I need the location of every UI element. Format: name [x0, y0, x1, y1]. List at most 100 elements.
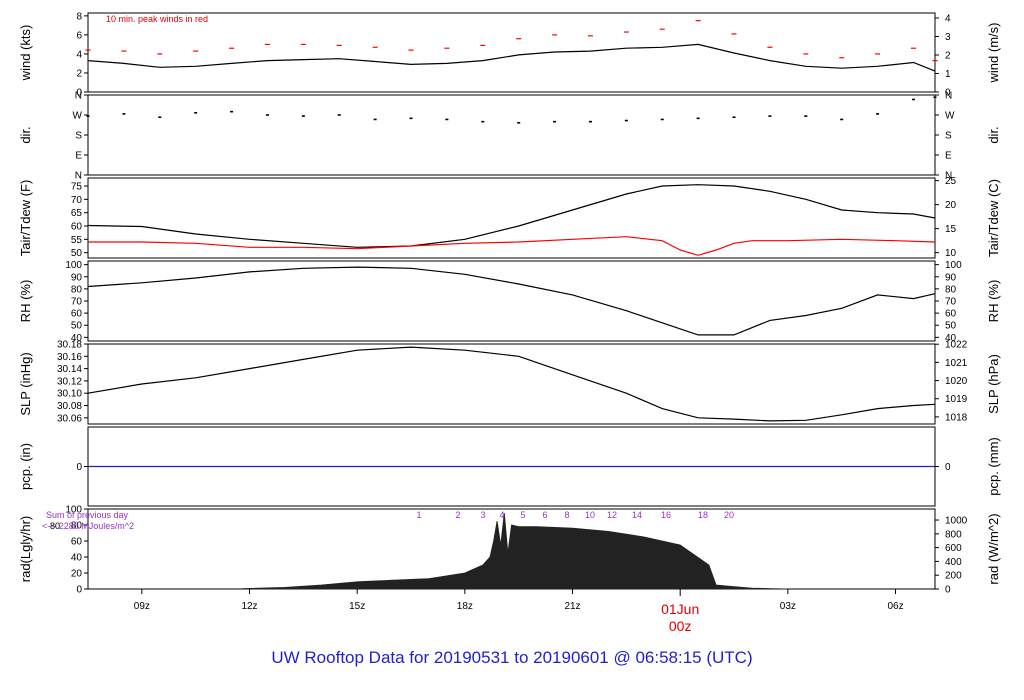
slp-ytick-label-right: 1022 — [945, 340, 968, 351]
rad-ytick-label-right: 600 — [945, 543, 962, 554]
dir-point — [911, 98, 915, 101]
dir-ytick-label-right: W — [945, 111, 955, 122]
rad-ytick-label-right: 200 — [945, 571, 962, 582]
dir-point — [86, 115, 90, 117]
rh-ylabel-right: RH (%) — [986, 280, 1001, 323]
dir-point — [933, 96, 937, 99]
dir-ylabel-left: dir. — [18, 126, 33, 143]
x-tick-label: 21z — [564, 601, 580, 612]
wind-ytick-label-right: 2 — [945, 50, 951, 61]
rad-hour-label: 6 — [542, 510, 547, 520]
x-tick-label: 15z — [349, 601, 365, 612]
temp-ylabel-right: Tair/Tdew (C) — [986, 179, 1001, 257]
rad-ytick-label-right: 400 — [945, 557, 962, 568]
dir-point — [517, 121, 521, 124]
rh-ylabel-left: RH (%) — [18, 280, 33, 323]
slp-ytick-label-left: 30.16 — [57, 352, 82, 363]
rh-ytick-label-right: 100 — [945, 260, 962, 271]
dir-point — [553, 120, 557, 123]
slp-ytick-label-left: 30.14 — [57, 364, 82, 375]
rad-ytick-label-left: 100 — [65, 505, 82, 516]
pcp-ylabel-right: pcp. (mm) — [986, 437, 1001, 496]
rad-ytick-label-left: 80 — [71, 521, 83, 532]
temp-ytick-label-left: 50 — [71, 248, 83, 259]
rh-ytick-label-right: 40 — [945, 333, 957, 344]
temp-ytick-label-left: 55 — [71, 235, 83, 246]
wind-ytick-label-left: 6 — [76, 30, 82, 41]
x-tick-label: 06z — [887, 601, 903, 612]
dir-point — [660, 118, 664, 121]
temp-series-line-0 — [87, 184, 936, 248]
temp-ytick-label-left: 60 — [71, 222, 83, 233]
dir-point — [230, 110, 234, 113]
dir-point — [265, 114, 269, 116]
x-tick-label: 18z — [457, 601, 473, 612]
dir-point — [122, 113, 126, 115]
rad-hour-label: 1 — [416, 510, 421, 520]
rh-ytick-label-right: 70 — [945, 297, 957, 308]
dir-point — [337, 114, 341, 116]
dir-ytick-label-right: S — [945, 131, 952, 142]
dir-point — [481, 120, 485, 123]
dir-panel-frame — [87, 94, 936, 176]
pcp-ytick-label-right: 0 — [945, 462, 951, 473]
chart-title: UW Rooftop Data for 20190531 to 20190601… — [271, 648, 753, 667]
wind-ytick-label-left: 4 — [76, 49, 82, 60]
rh-series-line-0 — [87, 266, 936, 336]
temp-ytick-label-left: 75 — [71, 182, 83, 193]
date-marker-date: 01Jun — [661, 601, 699, 617]
rh-panel-frame — [87, 260, 936, 342]
rad-area-series — [241, 512, 788, 590]
wind-ytick-label-right: 3 — [945, 32, 951, 43]
slp-ylabel-left: SLP (inHg) — [18, 352, 33, 415]
slp-ytick-label-right: 1019 — [945, 394, 968, 405]
rh-ytick-label-left: 100 — [65, 260, 82, 271]
rad-hour-label: 5 — [520, 510, 525, 520]
dir-ytick-label-left: N — [75, 91, 82, 102]
rad-hour-label: 3 — [480, 510, 485, 520]
slp-ytick-label-right: 1018 — [945, 412, 968, 423]
slp-ylabel-right: SLP (hPa) — [986, 354, 1001, 414]
slp-ytick-label-left: 30.08 — [57, 401, 82, 412]
rad-ytick-label-left: 40 — [71, 553, 83, 564]
wind-panel-frame — [87, 12, 936, 93]
rad-ytick-label-left: 0 — [76, 585, 82, 596]
dir-ytick-label-left: E — [75, 151, 82, 162]
wind-ylabel-right: wind (m/s) — [986, 23, 1001, 84]
temp-ytick-label-right: 10 — [945, 248, 957, 259]
wind-ytick-label-left: 2 — [76, 68, 82, 79]
slp-panel-frame — [87, 343, 936, 425]
rh-ytick-label-left: 60 — [71, 309, 83, 320]
rad-ytick-overlap-80: 80 — [50, 521, 60, 531]
dir-point — [840, 118, 844, 121]
pcp-ytick-label-left: 0 — [76, 462, 82, 473]
dir-ytick-label-right: E — [945, 151, 952, 162]
dir-point — [732, 116, 736, 119]
slp-ytick-label-left: 30.10 — [57, 389, 82, 400]
rad-legend-line-2: <--- 2280 MJoules/m^2 — [42, 521, 134, 531]
rad-ytick-label-right: 1000 — [945, 516, 968, 527]
wind-ylabel-left: wind (kts) — [18, 25, 33, 82]
slp-ytick-label-left: 30.18 — [57, 340, 82, 351]
x-tick-label: 09z — [134, 601, 150, 612]
dir-point — [158, 116, 162, 119]
rad-hour-label: 14 — [632, 510, 642, 520]
wind-ytick-label-left: 0 — [76, 88, 82, 99]
rad-hour-label: 4 — [499, 510, 504, 520]
dir-ytick-label-left: N — [75, 171, 82, 182]
temp-ytick-label-left: 70 — [71, 195, 83, 206]
wind-ytick-label-left: 8 — [76, 11, 82, 22]
rad-hour-label: 20 — [724, 510, 734, 520]
rh-ytick-label-left: 70 — [71, 297, 83, 308]
slp-ytick-label-left: 30.06 — [57, 413, 82, 424]
dir-point — [804, 115, 808, 117]
temp-series-line-1 — [88, 236, 936, 256]
dir-point — [194, 111, 198, 114]
wind-series-line-0 — [87, 43, 936, 72]
temp-ytick-label-right: 25 — [945, 176, 957, 187]
wind-ytick-label-right: 0 — [945, 88, 951, 99]
dir-point — [696, 117, 700, 120]
rad-ylabel-right: rad (W/m^2) — [986, 513, 1001, 584]
rh-ytick-label-right: 60 — [945, 309, 957, 320]
